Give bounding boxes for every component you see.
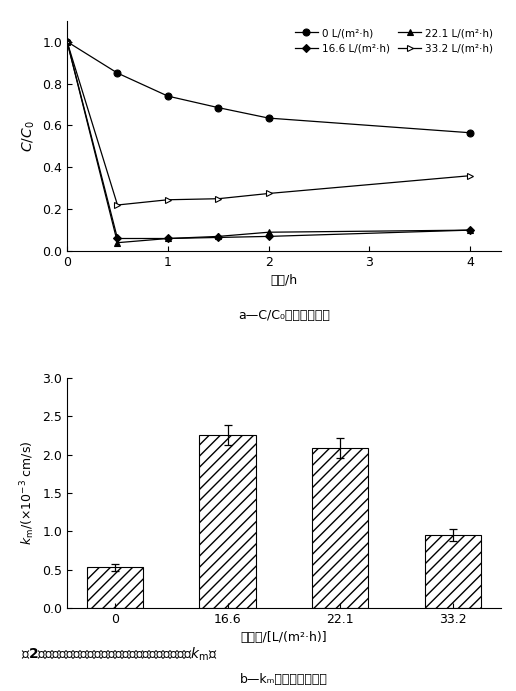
X-axis label: 时间/h: 时间/h xyxy=(270,274,297,287)
Y-axis label: $k_{\mathrm{m}}$/(×10$^{-3}$ cm/s): $k_{\mathrm{m}}$/(×10$^{-3}$ cm/s) xyxy=(18,441,37,545)
Bar xyxy=(87,567,143,608)
X-axis label: 膜通量/[L/(m²·h)]: 膜通量/[L/(m²·h)] xyxy=(240,632,327,645)
Bar xyxy=(199,435,255,608)
Legend: 0 L/(m²·h), 16.6 L/(m²·h), 22.1 L/(m²·h), 33.2 L/(m²·h): 0 L/(m²·h), 16.6 L/(m²·h), 22.1 L/(m²·h)… xyxy=(291,24,497,57)
Text: 图2　不同膜通量下的磷去除效果和传质－反应系数（$k_{\mathrm{m}}$）: 图2 不同膜通量下的磷去除效果和传质－反应系数（$k_{\mathrm{m}}$… xyxy=(21,646,217,663)
Bar xyxy=(312,448,368,608)
Y-axis label: $C/C_0$: $C/C_0$ xyxy=(20,120,37,151)
Bar xyxy=(425,535,481,608)
Text: a—C/C₀随时间的变化: a—C/C₀随时间的变化 xyxy=(238,309,330,321)
Text: b—kₘ随膜通量的变化: b—kₘ随膜通量的变化 xyxy=(240,672,328,685)
